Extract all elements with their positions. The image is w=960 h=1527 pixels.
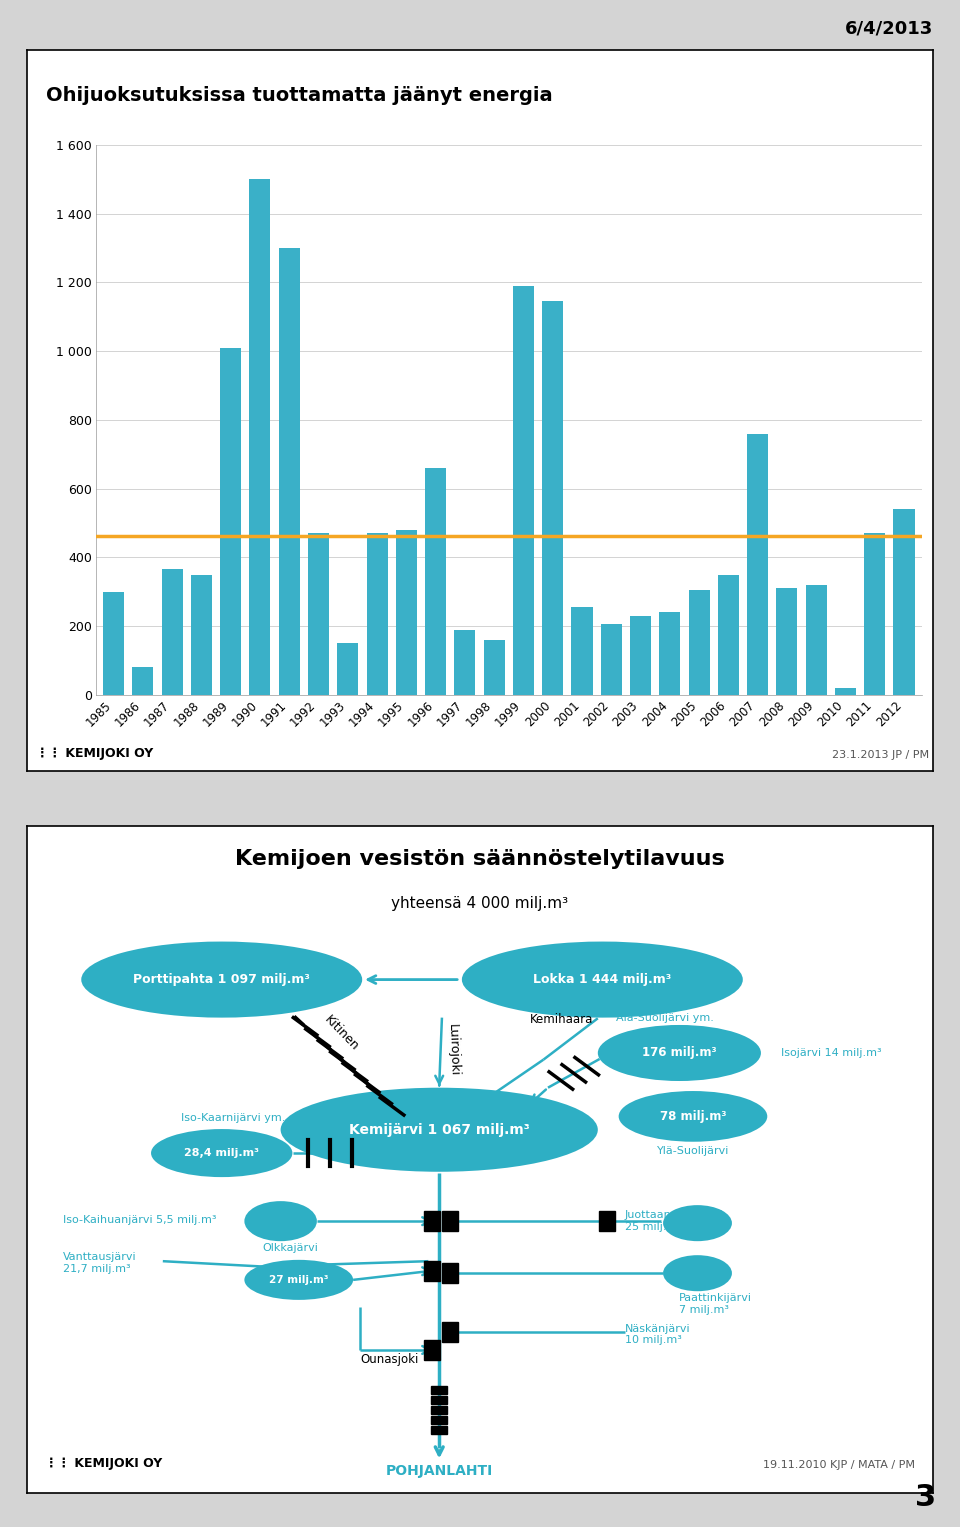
Bar: [431, 1426, 447, 1434]
Bar: [132, 667, 154, 695]
Ellipse shape: [618, 1090, 767, 1142]
Bar: [718, 574, 739, 695]
Bar: [423, 1211, 440, 1231]
Bar: [484, 640, 505, 695]
Bar: [542, 301, 564, 695]
Ellipse shape: [82, 942, 362, 1017]
Bar: [431, 1406, 447, 1414]
Bar: [777, 588, 798, 695]
Ellipse shape: [245, 1260, 353, 1299]
Text: Ylä-Suolijärvi: Ylä-Suolijärvi: [657, 1147, 730, 1156]
Bar: [442, 1263, 458, 1283]
Bar: [103, 591, 124, 695]
Text: 23.1.2013 JP / PM: 23.1.2013 JP / PM: [832, 750, 929, 760]
Bar: [688, 589, 709, 695]
Bar: [864, 533, 885, 695]
Text: ⋮⋮ KEMIJOKI OY: ⋮⋮ KEMIJOKI OY: [36, 747, 154, 760]
Text: Ounasjoki: Ounasjoki: [360, 1353, 419, 1367]
Ellipse shape: [280, 1087, 598, 1171]
Legend: keskiarvo 462 GWh / vuosi, vastaa 105 000 kotitalouden sähkön tarvetta, Kemijoen: keskiarvo 462 GWh / vuosi, vastaa 105 00…: [53, 858, 529, 898]
Bar: [630, 615, 651, 695]
Text: 27 milj.m³: 27 milj.m³: [269, 1275, 328, 1284]
Text: 6/4/2013: 6/4/2013: [845, 18, 933, 37]
Bar: [454, 629, 475, 695]
Bar: [835, 687, 856, 695]
Text: Iso-Kaarnijärvi ym.: Iso-Kaarnijärvi ym.: [180, 1113, 285, 1122]
Bar: [220, 348, 241, 695]
Text: Porttipahta 1 097 milj.m³: Porttipahta 1 097 milj.m³: [133, 973, 310, 986]
Text: Vanttausjärvi
21,7 milj.m³: Vanttausjärvi 21,7 milj.m³: [63, 1252, 136, 1274]
Text: Ohijuoksutuksissa tuottamatta jäänyt energia: Ohijuoksutuksissa tuottamatta jäänyt ene…: [46, 86, 553, 104]
Text: yhteensä 4 000 milj.m³: yhteensä 4 000 milj.m³: [392, 896, 568, 912]
Bar: [161, 570, 182, 695]
Bar: [513, 286, 534, 695]
Bar: [599, 1211, 615, 1231]
Text: ⋮⋮ KEMIJOKI OY: ⋮⋮ KEMIJOKI OY: [45, 1457, 162, 1471]
Bar: [425, 467, 446, 695]
Bar: [278, 247, 300, 695]
Text: Olkkajärvi: Olkkajärvi: [262, 1243, 319, 1254]
Bar: [431, 1416, 447, 1425]
Bar: [431, 1396, 447, 1403]
Bar: [191, 574, 212, 695]
Ellipse shape: [245, 1202, 317, 1241]
Bar: [367, 533, 388, 695]
Bar: [747, 434, 768, 695]
Ellipse shape: [151, 1128, 293, 1177]
Bar: [601, 625, 622, 695]
Bar: [423, 1261, 440, 1281]
Bar: [396, 530, 417, 695]
Bar: [571, 608, 592, 695]
Bar: [660, 612, 681, 695]
Text: Näskänjärvi
10 milj.m³: Näskänjärvi 10 milj.m³: [625, 1324, 690, 1345]
Bar: [442, 1211, 458, 1231]
Text: 176 milj.m³: 176 milj.m³: [642, 1046, 717, 1060]
Text: Iso-Kaihuanjärvi 5,5 milj.m³: Iso-Kaihuanjärvi 5,5 milj.m³: [63, 1215, 217, 1225]
Ellipse shape: [663, 1255, 732, 1292]
Ellipse shape: [598, 1025, 761, 1081]
Text: Ala-Suolijärvi ym.: Ala-Suolijärvi ym.: [616, 1012, 714, 1023]
Text: Paattinkijärvi
7 milj.m³: Paattinkijärvi 7 milj.m³: [680, 1293, 753, 1315]
Text: 78 milj.m³: 78 milj.m³: [660, 1110, 726, 1122]
Text: Lokka 1 444 milj.m³: Lokka 1 444 milj.m³: [533, 973, 671, 986]
Bar: [431, 1387, 447, 1394]
Text: POHJANLAHTI: POHJANLAHTI: [386, 1464, 492, 1478]
Text: 19.11.2010 KJP / MATA / PM: 19.11.2010 KJP / MATA / PM: [763, 1460, 915, 1471]
Text: Luirojoki: Luirojoki: [445, 1023, 461, 1077]
Bar: [308, 533, 329, 695]
Text: Kemijoen vesistön säännöstelytilavuus: Kemijoen vesistön säännöstelytilavuus: [235, 849, 725, 869]
Ellipse shape: [663, 1205, 732, 1241]
Ellipse shape: [462, 942, 743, 1017]
Text: Isojärvi 14 milj.m³: Isojärvi 14 milj.m³: [780, 1048, 881, 1058]
Bar: [805, 585, 827, 695]
Text: 28,4 milj.m³: 28,4 milj.m³: [184, 1148, 259, 1157]
Text: 3: 3: [915, 1483, 936, 1512]
Text: Kemihaara: Kemihaara: [530, 1012, 593, 1026]
Bar: [250, 180, 271, 695]
Bar: [423, 1339, 440, 1361]
Bar: [337, 643, 358, 695]
Bar: [894, 510, 915, 695]
Bar: [442, 1322, 458, 1342]
Text: Kitinen: Kitinen: [322, 1012, 361, 1054]
Text: Juottaan tekojärvi
25 milj.m³: Juottaan tekojärvi 25 milj.m³: [625, 1211, 724, 1232]
Text: Kemijärvi 1 067 milj.m³: Kemijärvi 1 067 milj.m³: [348, 1122, 530, 1136]
